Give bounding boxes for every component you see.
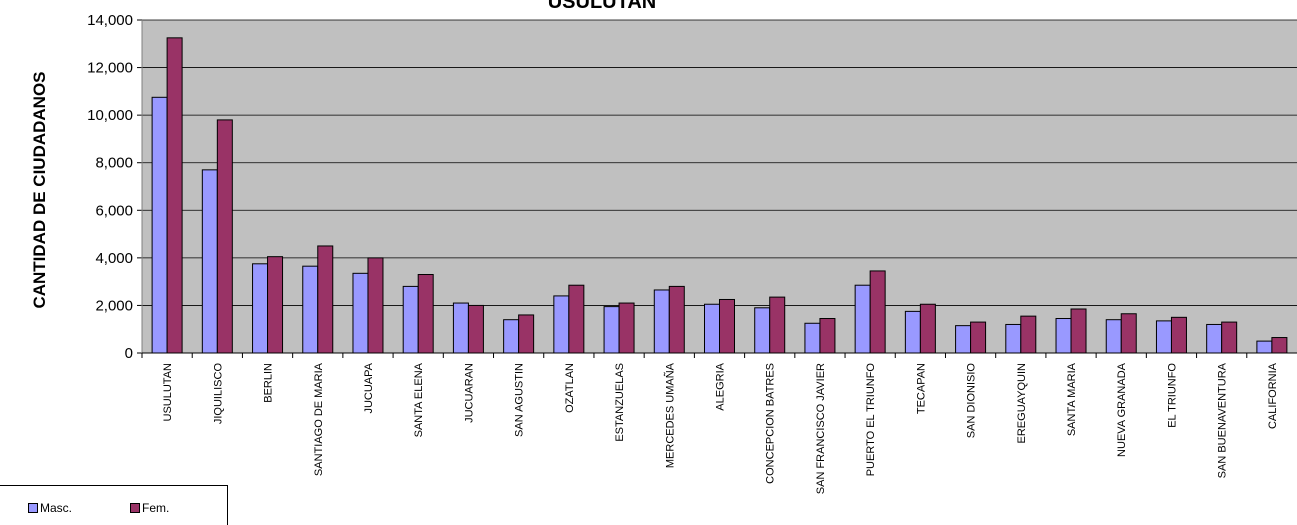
legend-label-masc: Masc.: [40, 501, 73, 515]
bars: [151, 37, 1288, 354]
x-tick-label: ESTANZUELAS: [614, 363, 626, 442]
x-tick-label: USULUTAN: [162, 363, 174, 422]
bar-fem: [216, 119, 233, 354]
x-tick-label: SAN FRANCISCO JAVIER: [815, 363, 827, 494]
bar-fem: [568, 284, 585, 354]
x-tick-label: CALIFORNIA: [1267, 362, 1279, 429]
bar-fem: [467, 304, 484, 354]
bar-fem: [970, 321, 987, 354]
x-tick-label: SANTA ELENA: [413, 362, 425, 437]
x-tick-label: BERLIN: [263, 363, 275, 403]
bar-fem: [1070, 308, 1087, 354]
gridlines: [142, 19, 1297, 306]
x-tick-label: MERCEDES UMAÑA: [663, 362, 676, 468]
bar-fem: [769, 296, 786, 354]
legend-swatch-fem: [130, 503, 140, 513]
y-tick-label: 14,000: [87, 12, 133, 29]
x-tick-label: EREGUAYQUIN: [1016, 363, 1028, 444]
y-tick-label: 0: [125, 345, 133, 362]
bar-masc: [1206, 323, 1223, 354]
legend-item-masc: Masc.: [28, 501, 72, 515]
y-tick-label: 10,000: [87, 107, 133, 124]
legend: Masc. Fem.: [0, 485, 228, 525]
x-tick-label: SANTA MARIA: [1066, 362, 1078, 436]
bar-masc: [553, 295, 570, 354]
bar-fem: [518, 314, 535, 354]
bar-masc: [1105, 319, 1122, 354]
x-tick-label: JUCUARAN: [463, 363, 475, 423]
legend-item-fem: Fem.: [130, 501, 169, 515]
x-tick-label: SAN AGUSTIN: [514, 363, 526, 437]
y-tick-label: 4,000: [95, 250, 133, 267]
bar-fem: [267, 256, 284, 354]
bar-fem: [719, 298, 735, 354]
bar-masc: [603, 306, 620, 354]
bar-fem: [417, 274, 434, 354]
bar-masc: [955, 325, 972, 354]
y-ticks: 0 2,000 4,000 6,000 8,000 10,000 12,000 14,000: [87, 12, 142, 362]
bar-fem: [1020, 315, 1037, 354]
bar-masc: [352, 272, 369, 354]
bar-masc: [904, 310, 921, 354]
x-tick-label: SANTIAGO DE MARIA: [313, 362, 325, 476]
chart-title: USULUTAN: [548, 0, 657, 13]
bar-masc: [804, 322, 821, 354]
y-tick-label: 2,000: [95, 297, 133, 314]
x-tick-label: PUERTO EL TRIUNFO: [865, 363, 877, 477]
bar-masc: [704, 303, 720, 354]
bar-fem: [166, 37, 183, 354]
bar-masc: [1155, 320, 1172, 354]
bar-masc: [653, 289, 670, 354]
x-ticks: USULUTAN JIQUILISCO BERLIN SANTIAGO DE MARI…: [141, 353, 1279, 494]
x-tick-label: SAN BUENAVENTURA: [1217, 362, 1229, 478]
bar-masc: [402, 285, 419, 354]
y-tick-label: 6,000: [95, 202, 133, 219]
bar-masc: [452, 302, 469, 354]
bar-masc: [201, 169, 218, 354]
bar-masc: [854, 284, 871, 354]
bar-masc: [754, 307, 771, 354]
bar-fem: [1170, 316, 1187, 354]
bar-fem: [869, 270, 886, 354]
y-tick-label: 8,000: [95, 155, 133, 172]
legend-swatch-masc: [28, 503, 38, 513]
bar-fem: [317, 245, 334, 354]
x-tick-label: NUEVA GRANADA: [1116, 362, 1128, 457]
y-tick-label: 12,000: [87, 60, 133, 77]
x-tick-label: SAN DIONISIO: [966, 363, 978, 439]
y-axis-label: CANTIDAD DE CIUDADANOS: [30, 71, 49, 308]
bar-fem: [668, 285, 685, 354]
bar-fem: [1221, 321, 1238, 354]
bar-fem: [819, 318, 836, 354]
bar-masc: [1005, 323, 1022, 354]
bar-fem: [1271, 337, 1288, 354]
x-tick-label: OZATLAN: [564, 363, 576, 413]
x-tick-label: JUCUAPA: [363, 362, 375, 413]
x-tick-label: CONCEPCION BATRES: [765, 363, 777, 484]
bar-masc: [1055, 318, 1072, 354]
bar-masc: [151, 96, 168, 354]
bar-masc: [503, 319, 520, 354]
bar-fem: [919, 303, 936, 354]
plot-area: [142, 20, 1297, 353]
x-tick-label: EL TRIUNFO: [1166, 363, 1178, 428]
x-tick-label: ALEGRIA: [715, 362, 727, 410]
bar-masc: [1256, 340, 1273, 354]
bar-fem: [618, 302, 635, 354]
bar-fem: [367, 257, 384, 354]
bar-masc: [252, 263, 269, 354]
x-tick-label: JIQUILISCO: [212, 363, 224, 425]
bar-masc: [302, 265, 319, 354]
x-tick-label: TECAPAN: [915, 363, 927, 414]
bar-fem: [1120, 313, 1137, 354]
legend-label-fem: Fem.: [142, 501, 170, 515]
